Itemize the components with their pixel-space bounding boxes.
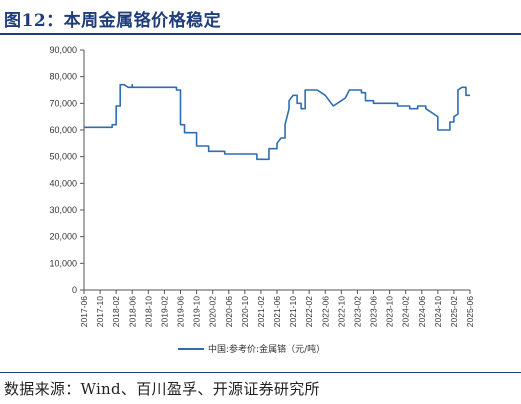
y-tick-label: 70,000 (49, 98, 77, 108)
x-tick-label: 2023-06 (369, 296, 379, 327)
x-tick-label: 2017-06 (79, 296, 89, 327)
y-tick-label: 40,000 (49, 178, 77, 188)
x-tick-label: 2020-02 (208, 296, 218, 327)
x-tick-label: 2021-10 (288, 296, 298, 327)
source-note: 数据来源：Wind、百川盈孚、开源证券研究所 (4, 380, 320, 398)
y-tick-label: 80,000 (49, 72, 77, 82)
footer-divider (0, 372, 521, 373)
x-tick-label: 2024-02 (401, 296, 411, 327)
y-tick-label: 0 (72, 285, 77, 295)
x-tick-label: 2018-10 (143, 296, 153, 327)
x-tick-label: 2018-02 (111, 296, 121, 327)
x-tick-label: 2024-06 (417, 296, 427, 327)
x-tick-label: 2023-10 (385, 296, 395, 327)
title-divider (0, 33, 521, 35)
y-tick-label: 90,000 (49, 45, 77, 55)
x-tick-label: 2021-02 (256, 296, 266, 327)
axes: 0 10,000 20,000 30,000 40,000 50,000 60,000 70,… (49, 45, 475, 327)
x-tick-label: 2020-10 (240, 296, 250, 327)
x-tick-label: 2017-10 (95, 296, 105, 327)
x-tick-label: 2019-06 (176, 296, 186, 327)
series-line-1 (84, 83, 470, 161)
x-tick-label: 2019-10 (192, 296, 202, 327)
y-tick-label: 60,000 (49, 125, 77, 135)
x-tick-label: 2025-06 (465, 296, 475, 327)
x-tick-label: 2022-06 (320, 296, 330, 327)
x-tick-label: 2018-06 (127, 296, 137, 327)
x-tick-label: 2019-02 (159, 296, 169, 327)
x-tick-label: 2024-10 (433, 296, 443, 327)
y-tick-label: 50,000 (49, 152, 77, 162)
legend: 中国:参考价:金属铬（元/吨） (178, 343, 325, 355)
y-tick-label: 10,000 (49, 258, 77, 268)
legend-label: 中国:参考价:金属铬（元/吨） (208, 343, 325, 355)
x-tick-label: 2020-06 (224, 296, 234, 327)
y-tick-label: 20,000 (49, 232, 77, 242)
x-tick-label: 2023-02 (352, 296, 362, 327)
x-tick-label: 2025-02 (449, 296, 459, 327)
figure-title: 图12：本周金属铬价格稳定 (4, 11, 222, 31)
x-tick-label: 2021-06 (272, 296, 282, 327)
x-tick-label: 2022-10 (336, 296, 346, 327)
line-chart: 0 10,000 20,000 30,000 40,000 50,000 60,000 70,… (49, 45, 475, 355)
series-layer (84, 83, 470, 161)
y-tick-label: 30,000 (49, 205, 77, 215)
x-tick-label: 2022-02 (304, 296, 314, 327)
